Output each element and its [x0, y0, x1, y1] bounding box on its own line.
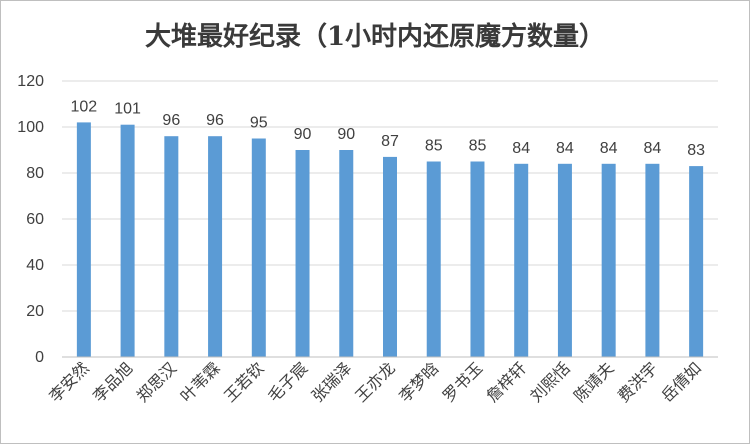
data-label: 83 — [687, 142, 705, 159]
bar — [383, 156, 397, 357]
category-label: 陈靖夫 — [570, 358, 617, 405]
y-tick-label: 0 — [35, 349, 44, 366]
y-axis-tick-labels: 0 20 40 60 80 100 120 — [17, 73, 44, 366]
category-label: 詹梓轩 — [483, 358, 530, 405]
data-label: 84 — [600, 140, 618, 157]
data-label: 96 — [162, 112, 180, 129]
data-label: 85 — [469, 138, 487, 155]
data-label: 87 — [381, 133, 399, 150]
bar — [470, 161, 485, 357]
data-label: 90 — [294, 126, 312, 143]
bar — [76, 122, 91, 358]
bar — [601, 163, 616, 357]
bar — [557, 163, 572, 357]
category-label: 刘熙恬 — [526, 358, 573, 405]
bar — [645, 163, 660, 357]
category-label: 叶苇霖 — [177, 358, 224, 405]
y-tick-label: 60 — [26, 211, 44, 228]
category-label: 李梦晗 — [395, 358, 442, 405]
y-tick-label: 100 — [17, 119, 44, 136]
bar — [295, 150, 310, 357]
data-label: 101 — [114, 101, 141, 118]
bar — [164, 136, 179, 357]
bar — [426, 161, 441, 357]
data-label: 95 — [250, 115, 268, 132]
data-label: 84 — [644, 140, 662, 157]
category-label: 罗书玉 — [439, 358, 486, 405]
category-label: 张瑞泽 — [308, 358, 355, 405]
category-label: 李品旭 — [89, 358, 136, 405]
category-label: 郑思汉 — [133, 358, 180, 405]
bar — [208, 136, 223, 357]
category-label: 毛子宸 — [264, 358, 311, 405]
data-labels: 102 101 96 96 95 90 90 87 85 85 84 84 84 84 83 — [71, 98, 706, 159]
data-label: 85 — [425, 138, 443, 155]
bar — [689, 166, 704, 357]
bar — [339, 150, 354, 357]
y-tick-label: 20 — [26, 303, 44, 320]
category-label: 李安然 — [45, 358, 92, 405]
y-tick-label: 120 — [17, 73, 44, 90]
data-label: 102 — [71, 98, 98, 115]
chart-title: 大堆最好纪录（1小时内还原魔方数量） — [145, 21, 605, 52]
y-tick-label: 40 — [26, 257, 44, 274]
bar — [120, 124, 135, 357]
data-label: 84 — [556, 140, 574, 157]
category-label: 王亦龙 — [351, 358, 398, 405]
data-label: 90 — [337, 126, 355, 143]
category-label: 王若钦 — [220, 358, 267, 405]
data-label: 96 — [206, 112, 224, 129]
category-labels: 李安然李品旭郑思汉叶苇霖王若钦毛子宸张瑞泽王亦龙李梦晗罗书玉詹梓轩刘熙恬陈靖夫费… — [45, 358, 705, 405]
bar — [514, 163, 529, 357]
category-label: 岳倩如 — [658, 358, 705, 405]
y-tick-label: 80 — [26, 165, 44, 182]
bars — [76, 122, 704, 358]
category-label: 费洪宇 — [614, 358, 661, 405]
data-label: 84 — [512, 140, 530, 157]
bar — [251, 138, 266, 357]
